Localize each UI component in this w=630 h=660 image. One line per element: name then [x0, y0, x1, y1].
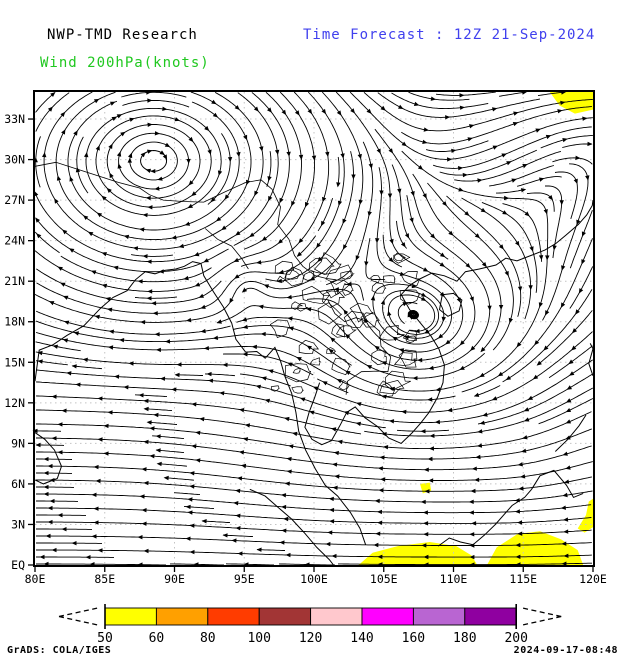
colorbar-level-label: 80	[200, 631, 216, 646]
colorbar-segment	[310, 607, 363, 626]
colorbar-level-label: 100	[247, 631, 270, 646]
colorbar-segment	[104, 607, 157, 626]
svg-text:90E: 90E	[164, 572, 185, 586]
svg-text:9N: 9N	[11, 436, 25, 450]
axis-labels: EQ 3N 6N 9N 12N 15N 18N 21N 24N 27N 30N 33N 80E 85E 90…	[4, 112, 607, 586]
svg-text:95E: 95E	[234, 572, 255, 586]
colorbar-segment	[207, 607, 260, 626]
colorbar-level-label: 60	[149, 631, 165, 646]
svg-text:105E: 105E	[370, 572, 398, 586]
map-detail-texture	[269, 252, 421, 398]
svg-text:21N: 21N	[4, 274, 25, 288]
colorbar-level-label: 120	[299, 631, 322, 646]
svg-text:6N: 6N	[11, 477, 25, 491]
svg-text:30N: 30N	[4, 153, 25, 167]
svg-text:12N: 12N	[4, 396, 25, 410]
colorbar-legend: 50 60 80 100 120 140 160 180 200	[58, 604, 562, 646]
colorbar-level-label: 180	[453, 631, 476, 646]
colorbar-level-label: 200	[504, 631, 527, 646]
coastlines-borders	[34, 161, 594, 566]
shaded-wind-regions	[358, 92, 593, 565]
svg-text:110E: 110E	[440, 572, 468, 586]
lat-lon-gridlines	[35, 92, 593, 565]
svg-text:120E: 120E	[579, 572, 607, 586]
colorbar-segment	[464, 607, 517, 626]
colorbar-segment	[412, 607, 466, 626]
svg-text:85E: 85E	[94, 572, 115, 586]
svg-text:15N: 15N	[4, 355, 25, 369]
forecast-time-label: Time Forecast : 12Z 21-Sep-2024	[303, 27, 596, 43]
streamline-arrowheads	[32, 90, 593, 567]
page-title: NWP-TMD Research	[47, 27, 198, 43]
colorbar-segment	[258, 607, 312, 626]
svg-text:EQ: EQ	[11, 558, 25, 572]
svg-text:115E: 115E	[509, 572, 537, 586]
variable-label: Wind 200hPa(knots)	[40, 55, 210, 71]
generated-timestamp: 2024-09-17-08:48	[513, 645, 618, 656]
svg-text:33N: 33N	[4, 112, 25, 126]
svg-text:3N: 3N	[11, 517, 25, 531]
colorbar-level-label: 140	[350, 631, 373, 646]
svg-text:27N: 27N	[4, 193, 25, 207]
colorbar-segment	[155, 607, 209, 626]
colorbar-level-label: 160	[402, 631, 425, 646]
svg-text:24N: 24N	[4, 234, 25, 248]
colorbar-level-label: 50	[97, 631, 113, 646]
grads-credit: GrADS: COLA/IGES	[7, 645, 112, 656]
svg-text:80E: 80E	[25, 572, 46, 586]
svg-text:100E: 100E	[300, 572, 328, 586]
svg-text:18N: 18N	[4, 315, 25, 329]
colorbar-segment	[361, 607, 414, 626]
map-frame	[28, 90, 595, 572]
